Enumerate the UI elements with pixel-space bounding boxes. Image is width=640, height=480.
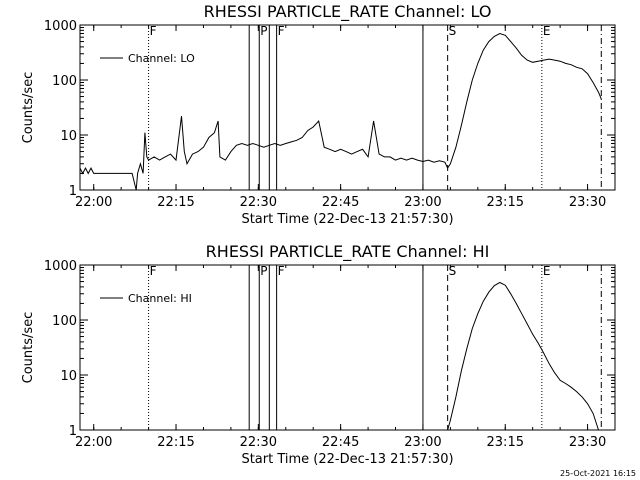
plot-frame (79, 264, 616, 431)
chart-panel-lo: RHESSI PARTICLE_RATE Channel: LO 22:00 22:… (21, 2, 616, 227)
chart-title: RHESSI PARTICLE_RATE Channel: HI (206, 242, 490, 262)
annotation-label: F (278, 264, 285, 278)
x-tick-label: 22:45 (322, 195, 359, 210)
annotation-label: E (543, 24, 551, 38)
y-tick-label: 100 (52, 74, 77, 89)
x-tick-label: 22:30 (240, 195, 277, 210)
footer-timestamp: 25-Oct-2021 16:15 (560, 469, 636, 478)
x-tick-label: 22:00 (75, 435, 112, 450)
chart-title: RHESSI PARTICLE_RATE Channel: LO (204, 2, 492, 22)
x-axis-label: Start Time (22-Dec-13 21:57:30) (241, 212, 453, 227)
y-axis-label: Counts/sec (21, 312, 36, 384)
annotation-label: F (150, 264, 157, 278)
plot-frame (79, 24, 616, 191)
y-tick-label: 1000 (44, 259, 77, 274)
x-axis-label: Start Time (22-Dec-13 21:57:30) (241, 452, 453, 467)
legend-label: Channel: LO (128, 52, 195, 65)
y-tick-label: 10 (60, 369, 77, 384)
x-tick-label: 23:15 (487, 435, 524, 450)
series-line (447, 281, 599, 431)
x-tick-label: 22:30 (240, 435, 277, 450)
x-tick-label: 23:30 (569, 195, 606, 210)
y-tick-label: 10 (60, 129, 77, 144)
x-tick-label: 22:00 (75, 195, 112, 210)
annotation-label: F (150, 24, 157, 38)
x-tick-label: 22:45 (322, 435, 359, 450)
annotation-label: S (449, 264, 457, 278)
y-tick-label: 1 (69, 424, 77, 439)
annotation-label: P (260, 24, 267, 38)
x-tick-label: 23:00 (404, 435, 441, 450)
series-line (79, 32, 602, 191)
y-tick-label: 1 (69, 184, 77, 199)
x-tick-label: 23:00 (404, 195, 441, 210)
annotation-label: P (260, 264, 267, 278)
x-tick-label: 23:15 (487, 195, 524, 210)
y-axis-label: Counts/sec (21, 72, 36, 144)
x-tick-label: 22:15 (157, 435, 194, 450)
annotation-label: F (278, 24, 285, 38)
annotation-label: E (543, 264, 551, 278)
chart-panel-hi: RHESSI PARTICLE_RATE Channel: HI 22:00 22:… (21, 242, 616, 467)
annotation-label: S (449, 24, 457, 38)
legend-label: Channel: HI (128, 292, 192, 305)
x-tick-label: 22:15 (157, 195, 194, 210)
x-tick-label: 23:30 (569, 435, 606, 450)
y-tick-label: 1000 (44, 19, 77, 34)
y-tick-label: 100 (52, 314, 77, 329)
